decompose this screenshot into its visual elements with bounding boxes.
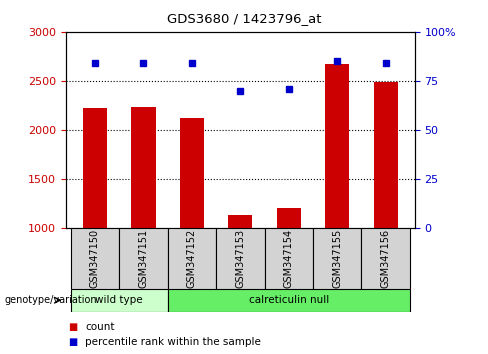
Text: count: count	[85, 322, 115, 332]
Bar	[71, 228, 119, 289]
Text: wild type: wild type	[95, 295, 143, 305]
Text: calreticulin null: calreticulin null	[249, 295, 329, 305]
Bar	[71, 289, 168, 312]
Bar	[168, 289, 410, 312]
Text: GSM347154: GSM347154	[284, 229, 294, 288]
Text: ■: ■	[68, 322, 78, 332]
Text: GSM347153: GSM347153	[235, 229, 245, 288]
Bar	[277, 208, 301, 228]
Text: GSM347155: GSM347155	[332, 229, 342, 288]
Text: GSM347151: GSM347151	[139, 229, 148, 288]
Text: percentile rank within the sample: percentile rank within the sample	[85, 337, 261, 347]
Text: ■: ■	[68, 337, 78, 347]
Bar	[228, 215, 252, 228]
Bar	[313, 228, 362, 289]
Bar	[168, 228, 216, 289]
Text: GSM347156: GSM347156	[381, 229, 391, 288]
Bar	[325, 64, 349, 228]
Text: genotype/variation: genotype/variation	[5, 295, 98, 305]
Bar	[264, 228, 313, 289]
Bar	[362, 228, 410, 289]
Bar	[216, 228, 264, 289]
Bar	[119, 228, 168, 289]
Bar	[180, 118, 204, 228]
Bar	[83, 108, 107, 228]
Text: GSM347150: GSM347150	[90, 229, 100, 288]
Text: GSM347152: GSM347152	[187, 229, 197, 288]
Text: GDS3680 / 1423796_at: GDS3680 / 1423796_at	[167, 12, 321, 25]
Bar	[131, 107, 156, 228]
Bar	[374, 82, 398, 228]
